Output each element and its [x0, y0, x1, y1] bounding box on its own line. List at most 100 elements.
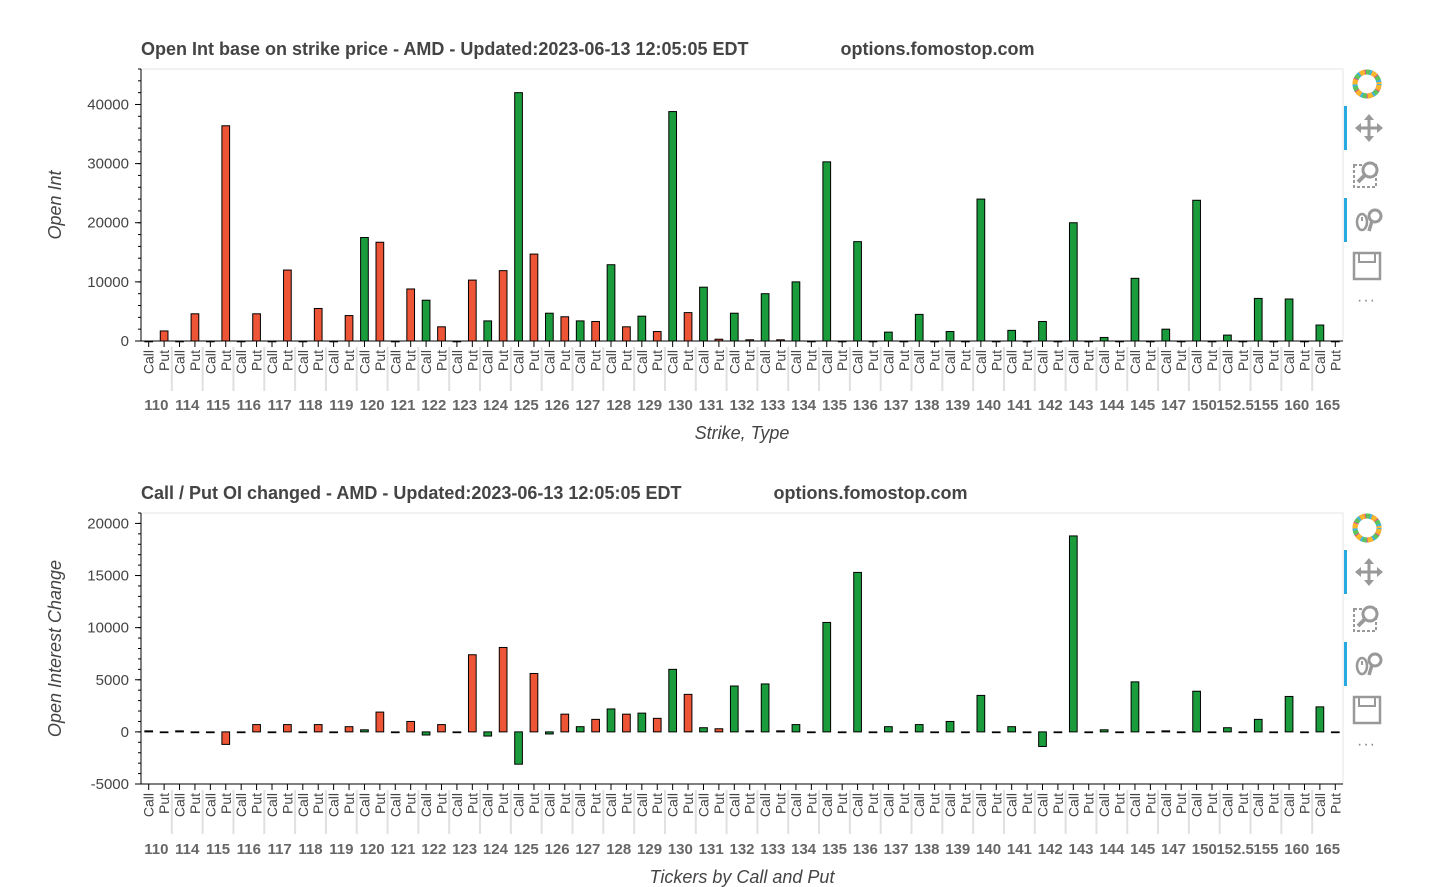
x-sub-label: Call: [726, 793, 742, 817]
bar-call: [1192, 199, 1201, 342]
bokeh-logo-icon[interactable]: [1344, 506, 1390, 550]
box-zoom-icon[interactable]: [1344, 596, 1390, 640]
bar-call: [760, 293, 770, 342]
bar-call: [1223, 727, 1232, 733]
x-category-label: 120: [360, 841, 385, 858]
box-zoom-icon[interactable]: [1344, 152, 1390, 196]
x-sub-label: Put: [680, 350, 696, 371]
y-tick-label: 10000: [87, 274, 129, 291]
wheel-zoom-icon[interactable]: [1344, 642, 1390, 686]
x-sub-label: Call: [726, 350, 742, 374]
chart-title: Open Int base on strike price - AMD - Up…: [141, 39, 1035, 59]
chart-toolbar: [1344, 60, 1390, 320]
x-sub-label: Call: [1312, 350, 1328, 374]
bar-call: [729, 312, 739, 342]
bar-call: [545, 731, 554, 735]
x-sub-label: Put: [649, 350, 665, 371]
bar-call: [514, 92, 523, 342]
x-sub-label: Put: [1142, 350, 1158, 371]
x-sub-label: Put: [711, 793, 727, 814]
more-icon[interactable]: ···: [1357, 292, 1376, 309]
x-sub-label: Put: [618, 793, 634, 814]
x-sub-label: Put: [1019, 350, 1035, 371]
x-sub-label: Call: [603, 793, 619, 817]
bar-put: [283, 724, 292, 733]
x-sub-label: Call: [449, 793, 465, 817]
x-category-label: 150: [1192, 841, 1217, 858]
x-category-label: 144: [1099, 841, 1125, 858]
x-sub-label: Call: [665, 350, 681, 374]
x-sub-label: Put: [1204, 350, 1220, 371]
x-sub-label: Put: [957, 793, 973, 814]
x-sub-label: Call: [665, 793, 681, 817]
bar-call: [298, 731, 308, 734]
bar-call: [360, 729, 369, 733]
x-category-label: 141: [1007, 841, 1032, 858]
x-category-label: 114: [175, 841, 200, 858]
bar-put: [313, 307, 323, 342]
x-category-label: 136: [853, 397, 878, 414]
x-sub-label: Call: [418, 350, 434, 374]
x-sub-label: Call: [880, 793, 896, 817]
x-category-label: 117: [268, 397, 292, 414]
save-icon[interactable]: [1344, 244, 1390, 288]
more-icon[interactable]: ···: [1357, 736, 1376, 753]
bar-call: [1007, 726, 1017, 733]
x-category-label: 160: [1284, 841, 1309, 858]
pan-icon[interactable]: [1344, 550, 1390, 594]
x-category-label: 116: [237, 397, 261, 414]
bar-put: [1146, 731, 1155, 734]
bar-call: [1099, 336, 1109, 342]
bar-call: [236, 731, 246, 734]
x-category-label: 137: [884, 397, 909, 414]
bar-call: [945, 331, 955, 342]
x-sub-label: Call: [911, 350, 927, 374]
bar-put: [159, 731, 169, 734]
x-sub-label: Call: [356, 350, 372, 374]
x-sub-label: Call: [326, 793, 342, 817]
x-sub-label: Call: [1281, 793, 1297, 817]
bar-put: [899, 731, 909, 734]
bokeh-logo-icon[interactable]: [1344, 62, 1390, 106]
x-sub-label: Put: [187, 350, 203, 371]
bar-put: [930, 731, 939, 734]
x-sub-label: Put: [803, 793, 819, 814]
bar-put: [622, 713, 631, 733]
x-category-label: 125: [514, 397, 539, 414]
x-sub-label: Call: [233, 793, 249, 817]
x-sub-label: Call: [1189, 350, 1205, 374]
x-category-label: 142: [1038, 397, 1063, 414]
x-sub-label: Put: [218, 350, 234, 371]
bar-call: [699, 727, 708, 733]
wheel-zoom-icon[interactable]: [1344, 198, 1390, 242]
x-sub-label: Put: [279, 793, 295, 814]
x-sub-label: Put: [403, 793, 419, 814]
x-sub-label: Put: [896, 350, 912, 371]
bar-call: [1223, 334, 1232, 342]
pan-icon[interactable]: [1344, 106, 1390, 150]
x-category-label: 117: [268, 841, 292, 858]
x-sub-label: Call: [541, 350, 557, 374]
x-sub-label: Call: [819, 350, 835, 374]
bar-put: [283, 269, 292, 342]
oi-change-chart[interactable]: -5000 0 5000 10000 15000 20000 Open Interest C…: [0, 445, 1443, 887]
x-category-label: 134: [791, 841, 817, 858]
bar-call: [1284, 695, 1294, 733]
x-sub-label: Put: [495, 793, 511, 814]
x-sub-label: Call: [1127, 793, 1143, 817]
x-sub-label: Put: [1112, 350, 1128, 371]
x-sub-label: Call: [172, 793, 188, 817]
bar-call: [575, 320, 585, 342]
x-sub-label: Put: [1235, 793, 1251, 814]
x-sub-label: Call: [695, 793, 711, 817]
bar-call: [1038, 320, 1047, 342]
x-sub-label: Put: [865, 793, 881, 814]
save-icon[interactable]: [1344, 688, 1390, 732]
x-sub-label: Call: [541, 793, 557, 817]
x-category-label: 121: [390, 841, 415, 858]
x-category-label: 140: [976, 397, 1001, 414]
x-sub-label: Call: [480, 350, 496, 374]
bar-put: [1300, 731, 1309, 734]
x-sub-label: Call: [295, 350, 311, 374]
